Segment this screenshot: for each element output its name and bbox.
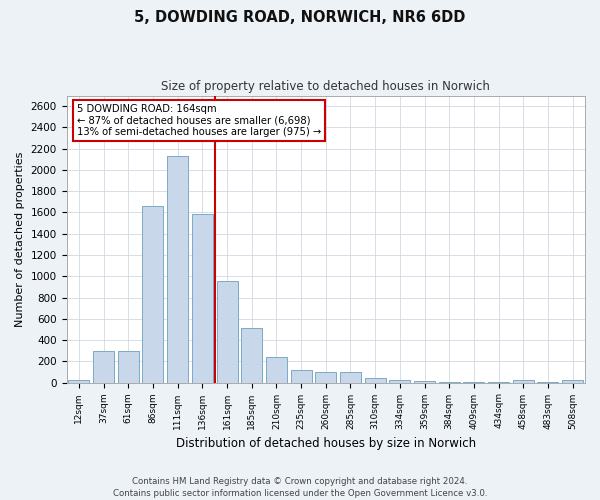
Bar xyxy=(389,380,410,382)
Bar xyxy=(562,380,583,382)
Bar xyxy=(142,206,163,382)
Bar xyxy=(217,280,238,382)
Bar xyxy=(414,381,435,382)
Bar xyxy=(167,156,188,382)
Bar xyxy=(241,328,262,382)
Text: 5 DOWDING ROAD: 164sqm
← 87% of detached houses are smaller (6,698)
13% of semi-: 5 DOWDING ROAD: 164sqm ← 87% of detached… xyxy=(77,104,321,138)
Bar xyxy=(513,380,534,382)
Bar xyxy=(266,356,287,382)
Bar xyxy=(68,380,89,382)
Bar xyxy=(365,378,386,382)
Y-axis label: Number of detached properties: Number of detached properties xyxy=(15,152,25,327)
Bar xyxy=(118,351,139,382)
Bar xyxy=(340,372,361,382)
Bar xyxy=(192,214,213,382)
Title: Size of property relative to detached houses in Norwich: Size of property relative to detached ho… xyxy=(161,80,490,93)
Bar xyxy=(93,351,114,382)
X-axis label: Distribution of detached houses by size in Norwich: Distribution of detached houses by size … xyxy=(176,437,476,450)
Bar xyxy=(315,372,336,382)
Text: 5, DOWDING ROAD, NORWICH, NR6 6DD: 5, DOWDING ROAD, NORWICH, NR6 6DD xyxy=(134,10,466,25)
Bar xyxy=(290,370,311,382)
Text: Contains HM Land Registry data © Crown copyright and database right 2024.
Contai: Contains HM Land Registry data © Crown c… xyxy=(113,476,487,498)
